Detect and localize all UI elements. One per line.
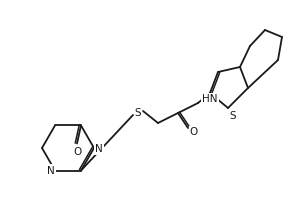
Text: S: S — [135, 108, 141, 118]
Text: S: S — [230, 111, 236, 121]
Text: N: N — [95, 144, 103, 154]
Text: O: O — [73, 147, 81, 157]
Text: HN: HN — [202, 94, 218, 104]
Text: N: N — [47, 166, 55, 176]
Text: O: O — [190, 127, 198, 137]
